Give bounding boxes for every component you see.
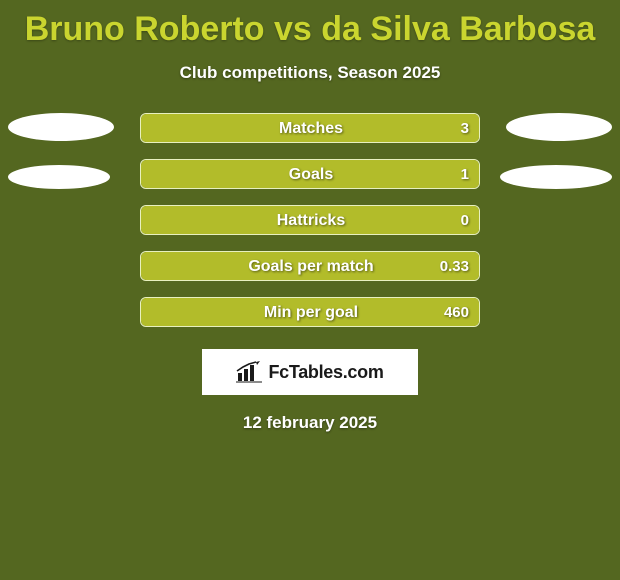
right-ellipse [500,165,612,189]
left-ellipse [8,113,114,141]
stat-value: 1 [461,160,469,189]
stat-row: Hattricks0 [0,205,620,251]
stat-value: 3 [461,114,469,143]
page-title: Bruno Roberto vs da Silva Barbosa [0,0,620,49]
subtitle: Club competitions, Season 2025 [0,63,620,83]
stat-row: Goals per match0.33 [0,251,620,297]
stat-bar-fill [141,252,479,280]
stat-bar-fill [141,206,479,234]
stat-bar-fill [141,114,479,142]
stat-bar: Hattricks0 [140,205,480,235]
stat-bar: Matches3 [140,113,480,143]
barchart-icon [236,361,262,383]
stat-bar: Goals1 [140,159,480,189]
left-ellipse [8,165,110,189]
stat-bar: Goals per match0.33 [140,251,480,281]
stat-value: 0.33 [440,252,469,281]
stat-bar-fill [141,160,479,188]
comparison-chart: Matches3 Goals1 Hattricks0 Goals per match0… [0,113,620,343]
stat-row: Min per goal460 [0,297,620,343]
stat-bar: Min per goal460 [140,297,480,327]
logo-box: FcTables.com [202,349,418,395]
stat-bar-fill [141,298,479,326]
stat-value: 0 [461,206,469,235]
logo-text: FcTables.com [268,362,383,383]
right-ellipse [506,113,612,141]
stat-value: 460 [444,298,469,327]
date-text: 12 february 2025 [0,413,620,433]
